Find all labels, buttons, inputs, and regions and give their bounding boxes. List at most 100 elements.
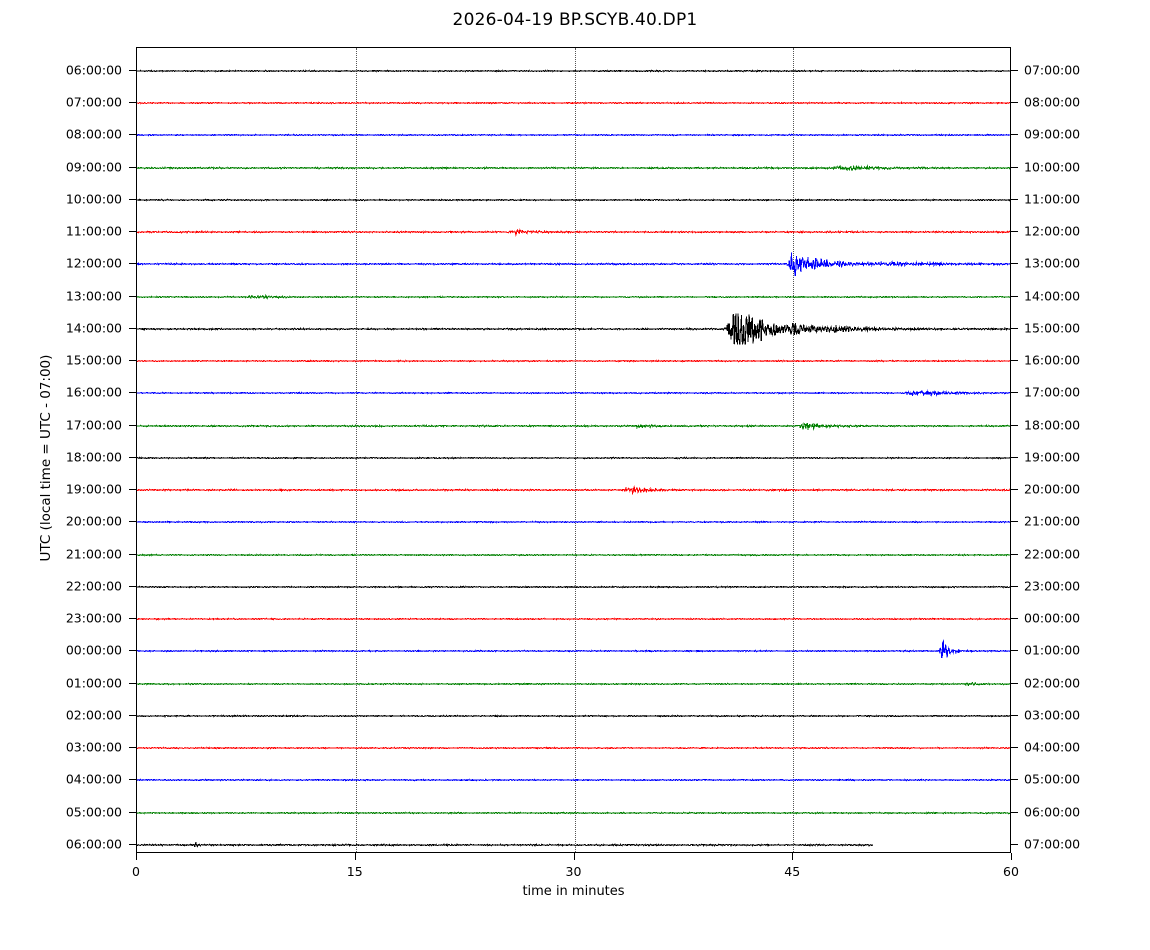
y-axis-tick-label-left: 09:00:00 xyxy=(65,159,122,175)
trace-row xyxy=(137,163,1010,172)
y-tick-right xyxy=(1011,811,1018,813)
trace-row xyxy=(137,841,873,848)
y-tick-left xyxy=(129,134,136,136)
trace-row xyxy=(137,101,1010,105)
y-tick-right xyxy=(1011,456,1018,458)
trace-row xyxy=(137,252,1010,277)
y-axis-tick-label-left: 10:00:00 xyxy=(65,191,122,207)
x-tick xyxy=(792,853,794,860)
y-axis-tick-label-left: 01:00:00 xyxy=(65,675,122,691)
y-axis-tick-label-right: 16:00:00 xyxy=(1024,352,1081,368)
y-tick-left xyxy=(129,424,136,426)
y-tick-left xyxy=(129,198,136,200)
trace-row xyxy=(137,617,1010,621)
y-axis-tick-label-right: 17:00:00 xyxy=(1024,384,1081,400)
y-tick-right xyxy=(1011,779,1018,781)
y-axis-tick-label-right: 05:00:00 xyxy=(1024,771,1081,787)
trace-row xyxy=(137,456,1010,460)
y-axis-tick-label-left: 18:00:00 xyxy=(65,449,122,465)
y-tick-right xyxy=(1011,360,1018,362)
y-axis-tick-label-left: 19:00:00 xyxy=(65,481,122,497)
x-tick xyxy=(573,853,575,860)
trace-row xyxy=(137,228,1010,238)
trace-row xyxy=(137,778,1010,782)
y-tick-right xyxy=(1011,295,1018,297)
y-tick-left xyxy=(129,811,136,813)
y-axis-tick-label-right: 13:00:00 xyxy=(1024,255,1081,271)
y-axis-tick-label-right: 02:00:00 xyxy=(1024,675,1081,691)
y-axis-tick-label-left: 23:00:00 xyxy=(65,610,122,626)
trace-row xyxy=(137,639,1010,659)
y-tick-right xyxy=(1011,102,1018,104)
y-tick-left xyxy=(129,327,136,329)
trace-row xyxy=(137,293,1010,300)
trace-row xyxy=(137,553,1010,557)
y-axis-tick-label-right: 08:00:00 xyxy=(1024,94,1081,110)
y-tick-left xyxy=(129,779,136,781)
y-axis-tick-label-left: 02:00:00 xyxy=(65,707,122,723)
y-tick-right xyxy=(1011,327,1018,329)
y-axis-tick-label-left: 00:00:00 xyxy=(65,642,122,658)
y-axis-tick-label-left: 14:00:00 xyxy=(65,320,122,336)
trace-row xyxy=(137,485,1010,496)
y-axis-tick-label-right: 15:00:00 xyxy=(1024,320,1081,336)
x-tick xyxy=(136,853,137,860)
y-axis-tick-label-left: 17:00:00 xyxy=(65,417,122,433)
y-tick-right xyxy=(1011,489,1018,491)
gridline-vertical xyxy=(793,48,795,852)
y-tick-left xyxy=(129,102,136,104)
y-axis-tick-label-right: 07:00:00 xyxy=(1024,836,1081,852)
y-tick-left xyxy=(129,585,136,587)
y-axis-tick-label-left: 21:00:00 xyxy=(65,546,122,562)
y-tick-left xyxy=(129,714,136,716)
y-axis-tick-label-left: 15:00:00 xyxy=(65,352,122,368)
y-axis-tick-label-left: 22:00:00 xyxy=(65,578,122,594)
trace-row xyxy=(137,585,1010,589)
x-axis-tick-label: 45 xyxy=(784,864,801,879)
y-tick-right xyxy=(1011,843,1018,845)
trace-row xyxy=(137,714,1010,718)
y-tick-left xyxy=(129,618,136,620)
y-axis-tick-label-right: 23:00:00 xyxy=(1024,578,1081,594)
y-tick-right xyxy=(1011,424,1018,426)
y-axis-tick-label-right: 01:00:00 xyxy=(1024,642,1081,658)
y-axis-tick-label-right: 03:00:00 xyxy=(1024,707,1081,723)
y-tick-right xyxy=(1011,747,1018,749)
y-axis-tick-label-left: 05:00:00 xyxy=(65,804,122,820)
trace-row xyxy=(137,746,1010,750)
y-axis-tick-label-right: 09:00:00 xyxy=(1024,126,1081,142)
y-tick-right xyxy=(1011,682,1018,684)
y-axis-tick-label-left: 12:00:00 xyxy=(65,255,122,271)
x-tick xyxy=(354,853,356,860)
y-tick-right xyxy=(1011,618,1018,620)
trace-row xyxy=(137,313,1010,345)
y-tick-right xyxy=(1011,166,1018,168)
y-axis-tick-label-left: 08:00:00 xyxy=(65,126,122,142)
y-axis-tick-label-left: 16:00:00 xyxy=(65,384,122,400)
x-axis-title: time in minutes xyxy=(522,884,625,899)
page-title: 2026-04-19 BP.SCYB.40.DP1 xyxy=(452,10,698,30)
y-axis-tick-label-right: 11:00:00 xyxy=(1024,191,1081,207)
y-tick-right xyxy=(1011,134,1018,136)
y-tick-right xyxy=(1011,553,1018,555)
y-axis-tick-label-left: 06:00:00 xyxy=(65,836,122,852)
x-axis-tick-label: 30 xyxy=(565,864,582,879)
x-axis-tick-label: 60 xyxy=(1003,864,1019,879)
y-axis-tick-label-left: 03:00:00 xyxy=(65,739,122,755)
gridline-vertical xyxy=(574,48,576,852)
x-axis-tick-label: 0 xyxy=(132,864,140,879)
trace-row xyxy=(137,198,1010,202)
y-axis-tick-label-left: 06:00:00 xyxy=(65,62,122,78)
y-tick-left xyxy=(129,166,136,168)
x-axis-tick-label: 15 xyxy=(346,864,363,879)
y-tick-left xyxy=(129,392,136,394)
y-tick-right xyxy=(1011,585,1018,587)
y-tick-right xyxy=(1011,714,1018,716)
y-axis-tick-label-right: 07:00:00 xyxy=(1024,62,1081,78)
y-axis-tick-label-left: 20:00:00 xyxy=(65,513,122,529)
y-axis-tick-label-right: 04:00:00 xyxy=(1024,739,1081,755)
trace-row xyxy=(137,389,1010,398)
y-tick-right xyxy=(1011,650,1018,652)
y-tick-right xyxy=(1011,70,1018,71)
